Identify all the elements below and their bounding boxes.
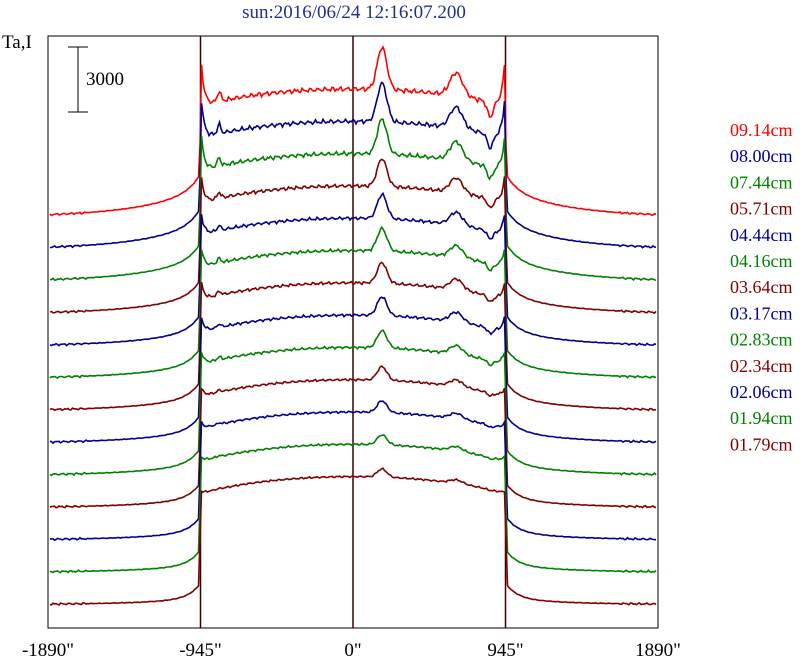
legend-entry: 03.17cm xyxy=(730,303,793,323)
legend-entry: 04.16cm xyxy=(730,251,793,271)
series-lines xyxy=(49,45,657,606)
series-line xyxy=(49,191,657,347)
legend-entry: 01.79cm xyxy=(730,434,793,454)
x-tick-label: 945" xyxy=(487,640,523,661)
scale-bar: 3000 xyxy=(68,46,124,113)
scale-bar-label: 3000 xyxy=(86,69,124,90)
series-line xyxy=(49,400,657,542)
y-axis-label: Ta,I xyxy=(2,32,32,53)
x-axis-ticks: -1890" -945" 0" 945" 1890" xyxy=(22,640,681,661)
series-line xyxy=(49,45,657,217)
series-line xyxy=(49,434,657,574)
series-line xyxy=(49,296,657,445)
chart-title: sun:2016/06/24 12:16:07.200 xyxy=(242,2,466,23)
series-line xyxy=(49,81,657,249)
legend-entry: 01.94cm xyxy=(730,408,793,428)
x-tick-label: -945" xyxy=(179,640,222,661)
series-line xyxy=(49,365,657,509)
x-tick-label: 1890" xyxy=(635,640,681,661)
legend-entry: 04.44cm xyxy=(730,225,793,245)
series-line xyxy=(49,329,657,477)
legend-entry: 03.64cm xyxy=(730,277,793,297)
x-tick-label: 0" xyxy=(344,640,361,661)
legend-entry: 02.34cm xyxy=(730,356,793,376)
vertical-reference-lines xyxy=(199,36,507,628)
series-line xyxy=(49,467,657,606)
legend-entry: 09.14cm xyxy=(730,120,793,140)
series-line xyxy=(49,158,657,315)
series-line xyxy=(49,261,657,412)
x-tick-label: -1890" xyxy=(22,640,74,661)
legend-entry: 05.71cm xyxy=(730,199,793,219)
legend-entry: 07.44cm xyxy=(730,172,793,192)
series-line xyxy=(49,118,657,282)
legend-entry: 02.06cm xyxy=(730,382,793,402)
legend: 09.14cm 08.00cm 07.44cm 05.71cm 04.44cm 04.16… xyxy=(730,120,793,454)
series-line xyxy=(49,225,657,379)
legend-entry: 08.00cm xyxy=(730,146,793,166)
legend-entry: 02.83cm xyxy=(730,330,793,350)
